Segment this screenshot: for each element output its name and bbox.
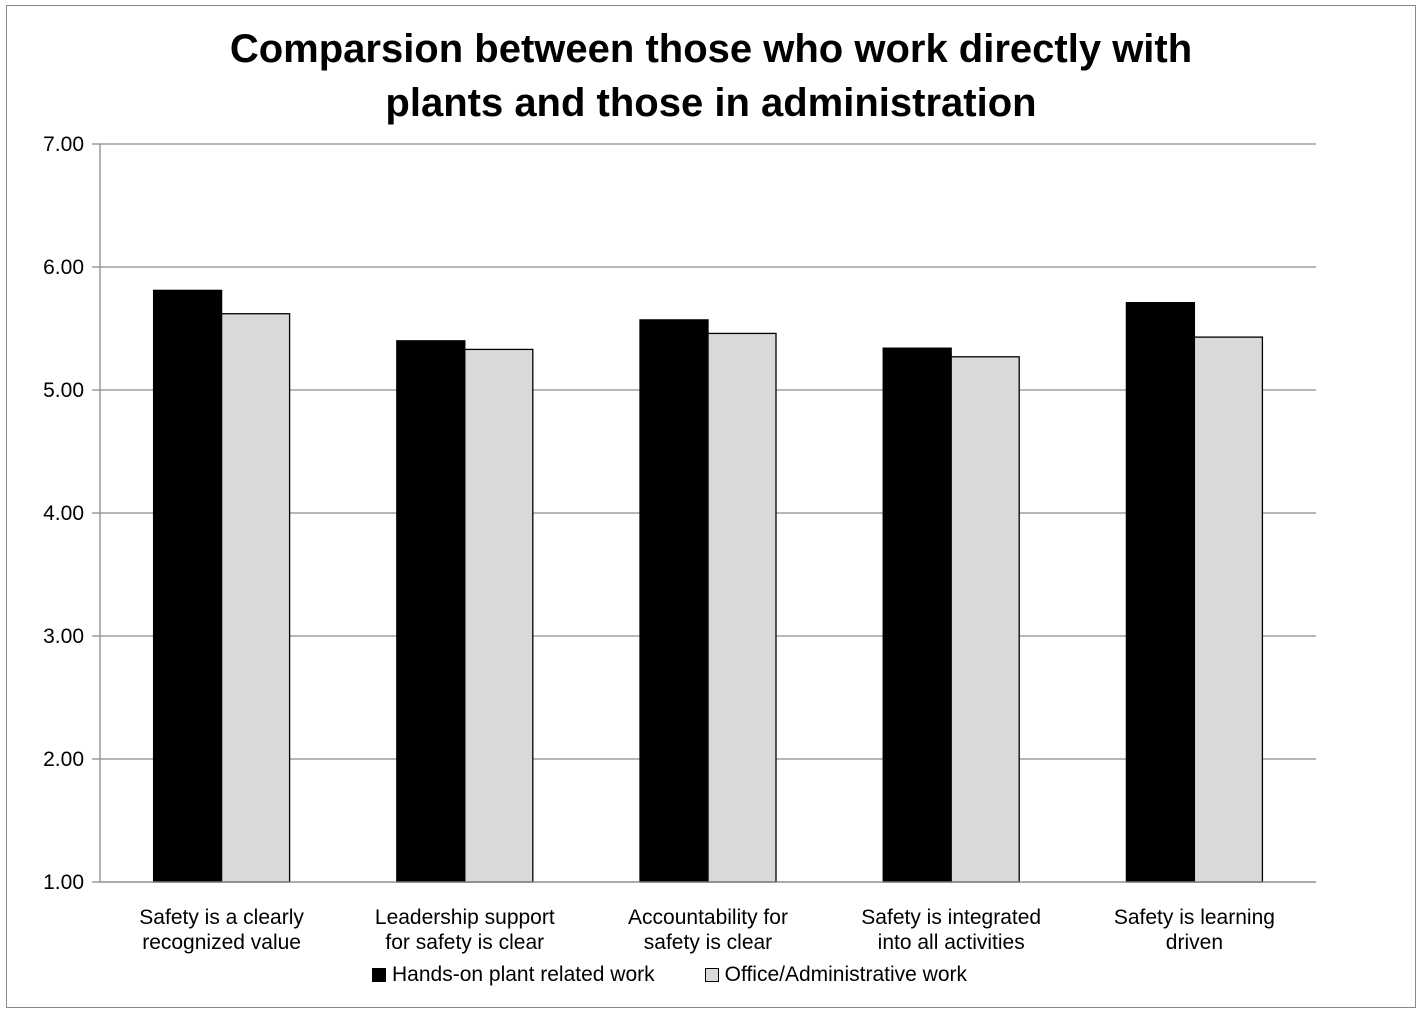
legend: Hands-on plant related work Office/Admin… bbox=[372, 962, 1017, 988]
bar-office bbox=[707, 332, 777, 883]
bar-hands-on bbox=[396, 340, 466, 883]
y-tick-label: 1.00 bbox=[43, 871, 84, 894]
x-category-label: Safety is learning driven bbox=[1114, 906, 1275, 954]
bar-office bbox=[220, 313, 291, 883]
y-tick-label: 4.00 bbox=[43, 502, 84, 525]
legend-label-hands-on: Hands-on plant related work bbox=[392, 963, 655, 986]
chart-title: Comparsion between those who work direct… bbox=[229, 27, 1193, 125]
bar-hands-on bbox=[882, 347, 952, 883]
legend-swatch-office bbox=[704, 968, 719, 982]
x-category-label: Accountability for safety is clear bbox=[628, 906, 788, 954]
x-category-label: Safety is integrated into all activities bbox=[861, 906, 1041, 954]
legend-label-office: Office/Administrative work bbox=[724, 963, 968, 986]
legend-item-office: Office/Administrative work bbox=[704, 963, 968, 987]
bar-office bbox=[1193, 336, 1264, 883]
x-category-label: Leadership support for safety is clear bbox=[375, 906, 555, 954]
y-tick-label: 7.00 bbox=[43, 133, 84, 156]
y-tick-label: 5.00 bbox=[43, 379, 84, 402]
y-tick-label: 2.00 bbox=[43, 748, 84, 771]
y-tick-label: 3.00 bbox=[43, 625, 84, 648]
bar-office bbox=[950, 356, 1020, 883]
x-category-label: Safety is a clearly recognized value bbox=[139, 906, 304, 954]
legend-item-hands-on: Hands-on plant related work bbox=[372, 963, 655, 987]
bar-hands-on bbox=[152, 289, 223, 883]
legend-swatch-hands-on bbox=[372, 968, 386, 982]
bar-hands-on bbox=[639, 319, 709, 883]
bar-hands-on bbox=[1125, 302, 1196, 883]
y-tick-label: 6.00 bbox=[43, 256, 84, 279]
bar-office bbox=[464, 348, 534, 883]
